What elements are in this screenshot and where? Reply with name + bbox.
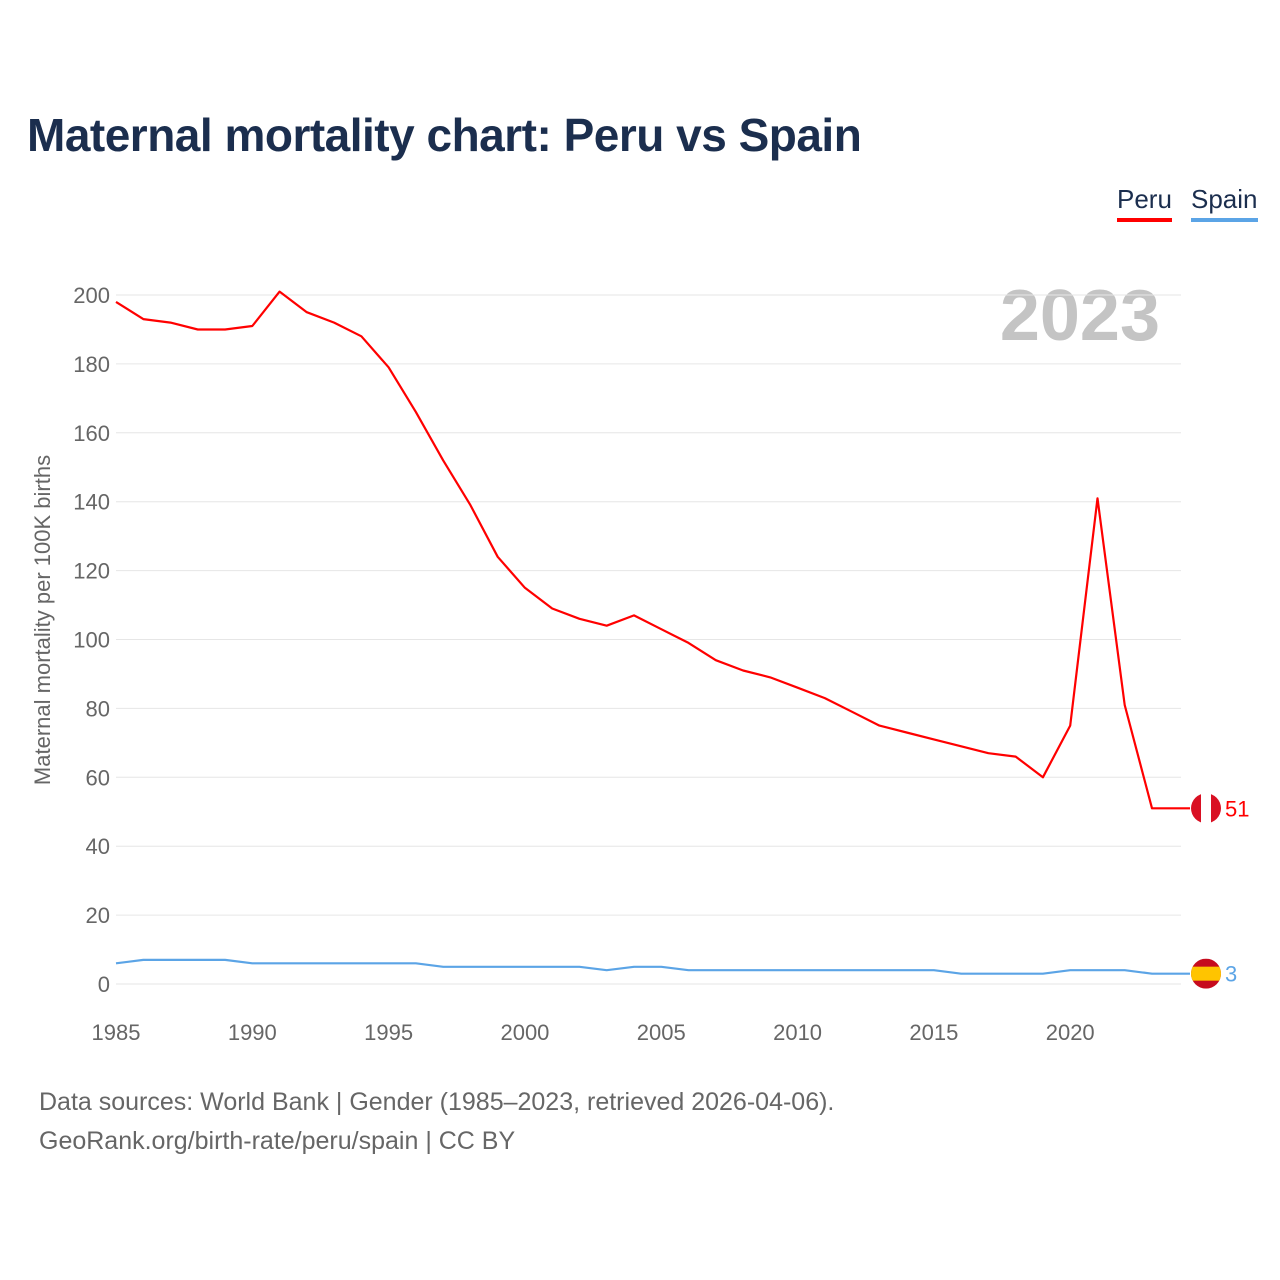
y-tick-label: 60: [86, 765, 110, 790]
y-tick-label: 180: [73, 352, 110, 377]
x-tick-label: 1995: [364, 1020, 413, 1045]
series-line-peru: [115, 290, 1190, 810]
y-tick-label: 120: [73, 559, 110, 584]
x-tick-label: 1990: [228, 1020, 277, 1045]
x-tick-label: 2010: [773, 1020, 822, 1045]
y-tick-label: 0: [98, 972, 110, 997]
y-tick-label: 140: [73, 490, 110, 515]
x-tick-label: 1985: [92, 1020, 141, 1045]
footer-sources: Data sources: World Bank | Gender (1985–…: [39, 1088, 835, 1116]
y-axis-label: Maternal mortality per 100K births: [30, 455, 55, 785]
flag-peru-icon: [1191, 793, 1221, 824]
y-tick-label: 200: [73, 283, 110, 308]
legend-peru[interactable]: Peru: [1117, 184, 1172, 222]
footer-credit: GeoRank.org/birth-rate/peru/spain | CC B…: [39, 1127, 516, 1155]
x-tick-label: 2000: [500, 1020, 549, 1045]
year-watermark: 2023: [1000, 276, 1160, 356]
y-tick-label: 100: [73, 628, 110, 653]
x-tick-label: 2020: [1046, 1020, 1095, 1045]
flag-spain-icon: [1191, 958, 1221, 989]
legend-spain[interactable]: Spain: [1191, 184, 1258, 222]
y-tick-label: 160: [73, 421, 110, 446]
chart-title: Maternal mortality chart: Peru vs Spain: [27, 109, 862, 161]
y-tick-label: 80: [86, 696, 110, 721]
series-line-spain: [115, 958, 1190, 975]
x-tick-label: 2005: [637, 1020, 686, 1045]
y-tick-label: 20: [86, 903, 110, 928]
y-tick-label: 40: [86, 834, 110, 859]
end-label-peru: 51: [1225, 796, 1249, 821]
x-tick-label: 2015: [909, 1020, 958, 1045]
end-label-spain: 3: [1225, 962, 1237, 987]
